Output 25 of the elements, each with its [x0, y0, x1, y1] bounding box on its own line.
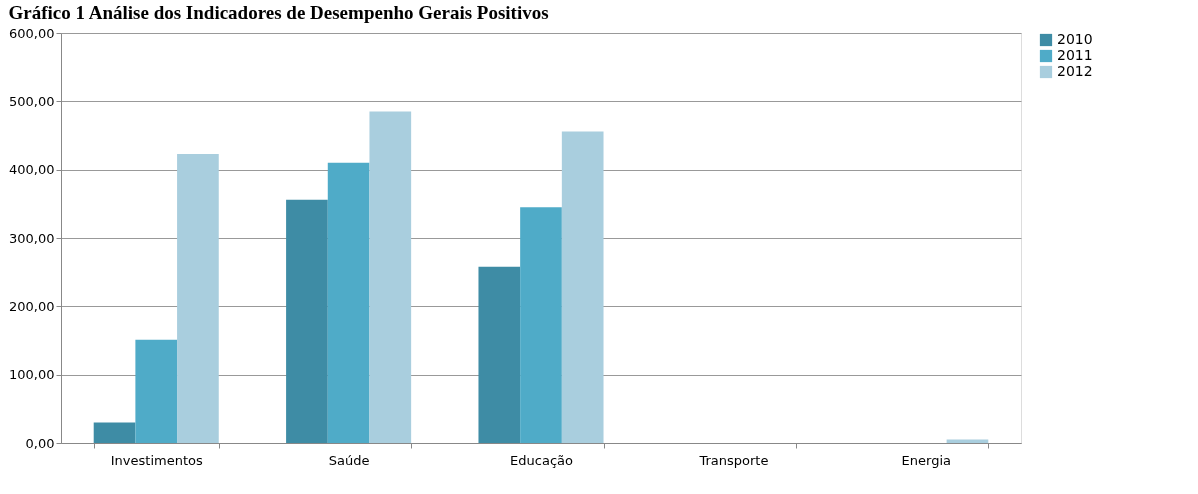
x-tick-label: Transporte: [698, 452, 769, 468]
x-tick-label: Investimentos: [110, 452, 203, 468]
bar: [369, 111, 412, 443]
x-tick-label: Energia: [901, 452, 951, 468]
y-tick-label: 100,00: [9, 367, 55, 383]
y-tick-label: 500,00: [9, 93, 55, 109]
legend-label: 2012: [1057, 63, 1093, 79]
bar: [478, 266, 521, 443]
x-tick-label: Educação: [510, 452, 573, 468]
x-tick-label: Saúde: [328, 452, 370, 468]
y-tick-label: 0,00: [25, 435, 55, 451]
legend-label: 2011: [1057, 47, 1093, 63]
bar: [93, 422, 136, 443]
y-tick-label: 300,00: [9, 230, 55, 246]
legend-label: 2010: [1057, 31, 1093, 47]
bar: [286, 199, 328, 443]
y-tick-label: 200,00: [9, 298, 55, 314]
chart-title: Gráfico 1 Análise dos Indicadores de Desempenho Gerais Positivos: [8, 2, 549, 23]
y-tick-label: 400,00: [9, 162, 55, 178]
bar: [520, 207, 562, 443]
y-tick-label: 600,00: [9, 25, 55, 41]
bar: [177, 153, 219, 443]
bar: [561, 131, 604, 443]
bar: [327, 162, 370, 443]
bar: [135, 339, 178, 443]
